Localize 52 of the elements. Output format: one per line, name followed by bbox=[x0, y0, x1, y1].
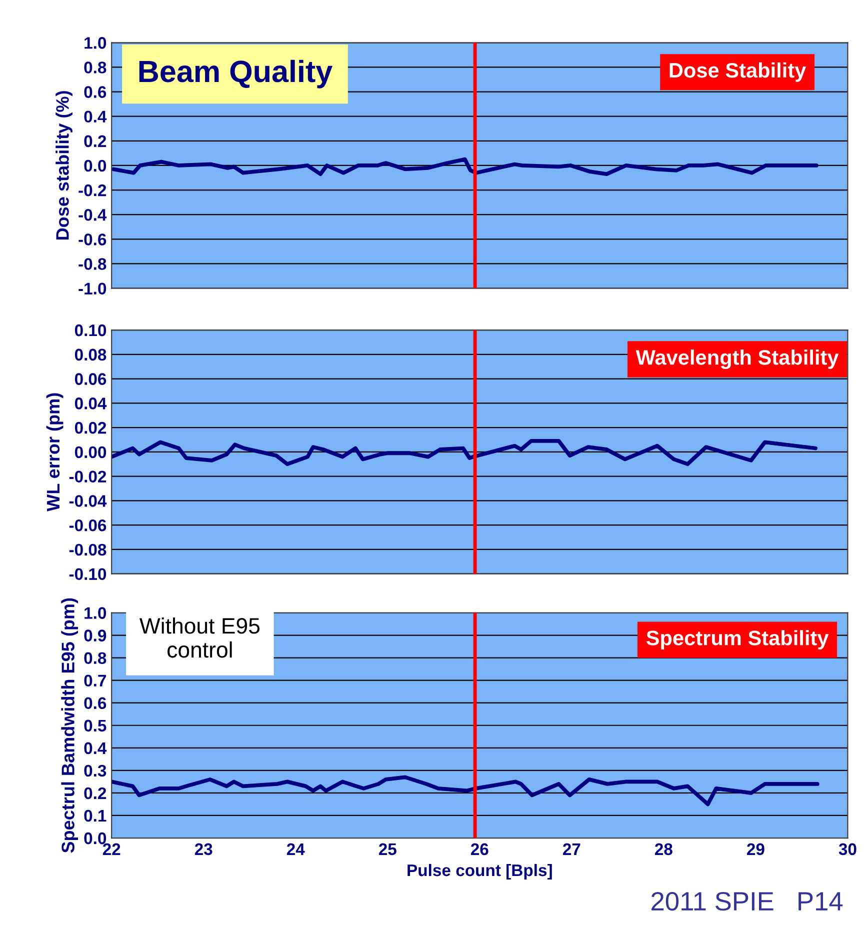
y-tick-label: 0.10 bbox=[74, 324, 106, 336]
y-tick-label: 0.0 bbox=[84, 832, 106, 844]
y-tick-label: -0.04 bbox=[69, 495, 107, 507]
y-axis-title: Spectrul Bamdwidth E95 (pm) bbox=[61, 598, 78, 853]
x-axis-title: Pulse count [Bpls] bbox=[408, 864, 552, 880]
x-tick-label: 22 bbox=[102, 843, 120, 855]
y-tick-label: -0.6 bbox=[78, 234, 106, 246]
y-tick-label: 0.04 bbox=[74, 398, 107, 410]
y-tick-label: -1.0 bbox=[78, 282, 106, 294]
x-tick-label: 25 bbox=[378, 843, 396, 856]
y-tick-label: -0.8 bbox=[78, 258, 106, 270]
text: Beam Quality bbox=[139, 60, 332, 88]
annotation: Spectrum Stability bbox=[646, 630, 829, 650]
y-tick-label: -0.10 bbox=[69, 568, 106, 580]
y-tick-label: 0.06 bbox=[74, 373, 106, 385]
x-tick-label: 23 bbox=[194, 843, 212, 856]
y-tick-label: 0.9 bbox=[84, 630, 106, 642]
y-tick-label: 1.0 bbox=[84, 607, 106, 619]
y-tick-label: 0.0 bbox=[84, 160, 106, 172]
y-tick-label: -0.06 bbox=[69, 519, 106, 532]
x-tick-label: 27 bbox=[562, 843, 580, 855]
x-tick-label: 26 bbox=[470, 843, 488, 856]
y-tick-label: 0.5 bbox=[84, 720, 106, 732]
y-axis-title: WL error (pm) bbox=[46, 393, 64, 512]
y-tick-label: 0.6 bbox=[84, 697, 106, 710]
x-tick-label: 24 bbox=[286, 843, 305, 855]
y-tick-label: 0.08 bbox=[74, 348, 106, 361]
y-tick-label: 0.8 bbox=[84, 62, 106, 74]
y-axis-title: Dose stability (%) bbox=[56, 91, 72, 240]
y-tick-label: 0.4 bbox=[84, 742, 107, 754]
annotation: Wavelength Stability bbox=[636, 350, 839, 370]
y-tick-label: 1.0 bbox=[84, 37, 106, 49]
y-tick-label: 0.1 bbox=[84, 810, 106, 822]
y-tick-label: 0.7 bbox=[84, 674, 106, 687]
y-tick-label: 0.4 bbox=[84, 110, 107, 123]
annotation: Dose Stability bbox=[670, 62, 806, 82]
y-tick-label: -0.08 bbox=[69, 544, 106, 556]
y-tick-label: 0.2 bbox=[84, 787, 106, 800]
y-tick-label: 0.02 bbox=[74, 422, 106, 434]
text: 2011 SPIE P14 bbox=[652, 892, 843, 911]
x-tick-label: 29 bbox=[746, 843, 764, 856]
y-tick-label: 0.3 bbox=[84, 764, 106, 777]
y-tick-label: 0.8 bbox=[84, 652, 106, 664]
annotation: Without E95 control bbox=[139, 617, 260, 658]
y-tick-label: -0.4 bbox=[78, 209, 107, 221]
y-tick-label: 0.2 bbox=[84, 135, 106, 148]
y-tick-label: -0.2 bbox=[78, 184, 106, 196]
x-tick-label: 28 bbox=[654, 843, 672, 856]
y-tick-label: 0.6 bbox=[84, 86, 106, 98]
x-tick-label: 30 bbox=[838, 843, 856, 856]
y-tick-label: 0.00 bbox=[74, 446, 106, 458]
y-tick-label: -0.02 bbox=[69, 470, 106, 482]
